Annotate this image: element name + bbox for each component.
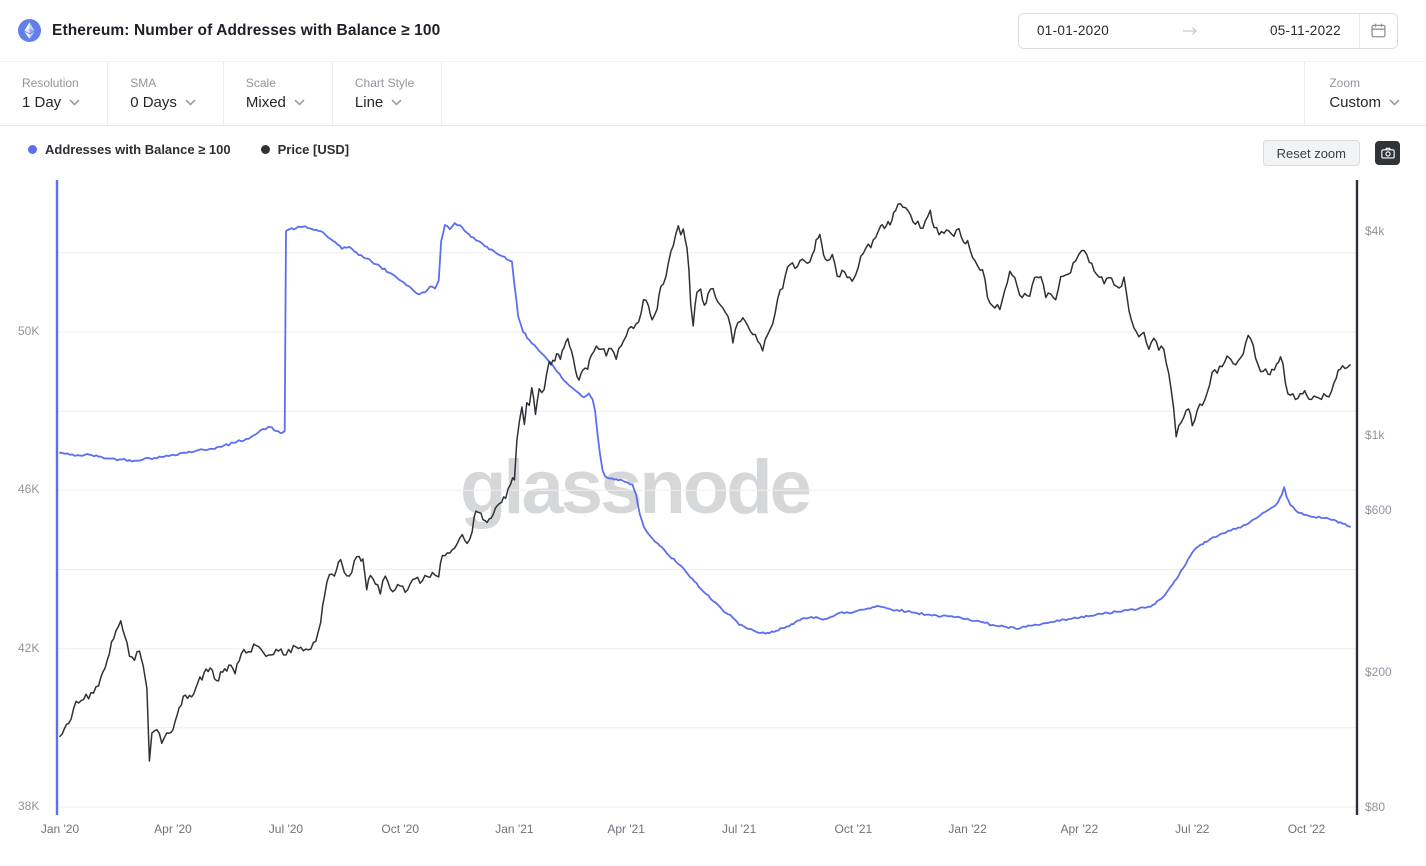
scale-label: Scale: [245, 76, 276, 90]
y-axis-left-tick: 42K: [18, 640, 40, 655]
chevron-down-icon: [1389, 99, 1400, 106]
glassnode-watermark: glassnode: [460, 445, 812, 530]
scale-value: Mixed: [245, 94, 286, 111]
y-axis-right-tick: $1k: [1365, 428, 1385, 442]
x-axis-tick: Apr '20: [154, 822, 192, 836]
x-axis-tick: Jul '20: [268, 822, 304, 836]
y-axis-left-tick: 46K: [18, 482, 40, 497]
y-axis-right-tick: $200: [1365, 664, 1392, 679]
plot-canvas[interactable]: [0, 126, 1426, 866]
app-header: Ethereum: Number of Addresses with Balan…: [0, 0, 1426, 62]
chevron-down-icon: [185, 99, 196, 106]
chevron-down-icon: [294, 99, 305, 106]
zoom-value: Custom: [1329, 94, 1381, 111]
y-axis-right-tick: $4k: [1365, 223, 1385, 238]
chart-style-label: Chart Style: [354, 76, 415, 90]
chart-style-dropdown[interactable]: Chart Style Line: [332, 62, 443, 125]
zoom-dropdown[interactable]: Zoom Custom: [1304, 62, 1426, 125]
y-axis-left-tick: 50K: [18, 324, 40, 338]
resolution-value: 1 Day: [22, 94, 62, 111]
start-date-input[interactable]: 01-01-2020: [1037, 23, 1110, 38]
arrow-right-icon: [1127, 14, 1252, 48]
zoom-label: Zoom: [1329, 76, 1360, 90]
legend-dot-price: [260, 145, 270, 154]
camera-glyph: [1380, 147, 1395, 159]
series-line-1: [59, 203, 1351, 762]
chart-style-value: Line: [354, 94, 384, 111]
x-axis-tick: Apr '21: [607, 822, 645, 836]
chart-legend: Addresses with Balance ≥ 100 Price [USD]: [28, 142, 349, 157]
x-axis-tick: Jan '20: [40, 822, 80, 836]
chart-area: Addresses with Balance ≥ 100 Price [USD]…: [0, 126, 1426, 866]
y-axis-left-tick: 38K: [18, 798, 40, 813]
legend-label-price: Price [USD]: [277, 142, 350, 157]
page-title: Ethereum: Number of Addresses with Balan…: [52, 21, 441, 39]
x-axis-tick: Oct '21: [834, 822, 873, 836]
legend-item-price[interactable]: Price [USD]: [260, 142, 350, 157]
date-range-picker: 01-01-2020 05-11-2022: [1018, 12, 1398, 49]
chevron-down-icon: [69, 99, 80, 106]
x-axis-tick: Jul '22: [1175, 822, 1210, 836]
toolbar-left-group: Resolution 1 Day SMA 0 Days Scale Mixed …: [0, 62, 443, 125]
x-axis-tick: Oct '22: [1287, 822, 1326, 836]
x-axis-tick: Jul '21: [721, 822, 757, 836]
resolution-dropdown[interactable]: Resolution 1 Day: [0, 62, 109, 125]
reset-zoom-button[interactable]: Reset zoom: [1262, 140, 1360, 166]
sma-dropdown[interactable]: SMA 0 Days: [108, 62, 224, 125]
legend-dot-addresses: [28, 145, 37, 154]
y-axis-right-tick: $600: [1365, 503, 1392, 518]
x-axis-tick: Jan '21: [495, 822, 534, 836]
end-date-input[interactable]: 05-11-2022: [1269, 23, 1341, 38]
toolbar: Resolution 1 Day SMA 0 Days Scale Mixed …: [0, 62, 1426, 126]
x-axis-tick: Oct '20: [381, 822, 419, 836]
sma-label: SMA: [130, 76, 157, 90]
calendar-icon[interactable]: [1359, 13, 1397, 48]
ethereum-logo-icon: [18, 19, 41, 42]
x-axis-tick: Jan '22: [948, 822, 987, 836]
camera-icon[interactable]: [1375, 141, 1400, 165]
y-axis-right-tick: $80: [1365, 799, 1386, 814]
header-title-group: Ethereum: Number of Addresses with Balan…: [18, 19, 440, 42]
x-axis-tick: Apr '22: [1060, 822, 1099, 836]
legend-item-addresses[interactable]: Addresses with Balance ≥ 100: [28, 142, 231, 157]
scale-dropdown[interactable]: Scale Mixed: [223, 62, 333, 125]
sma-value: 0 Days: [130, 94, 177, 111]
resolution-label: Resolution: [22, 76, 79, 90]
series-line-0: [59, 222, 1351, 635]
legend-label-addresses: Addresses with Balance ≥ 100: [45, 142, 231, 157]
chevron-down-icon: [391, 99, 402, 106]
